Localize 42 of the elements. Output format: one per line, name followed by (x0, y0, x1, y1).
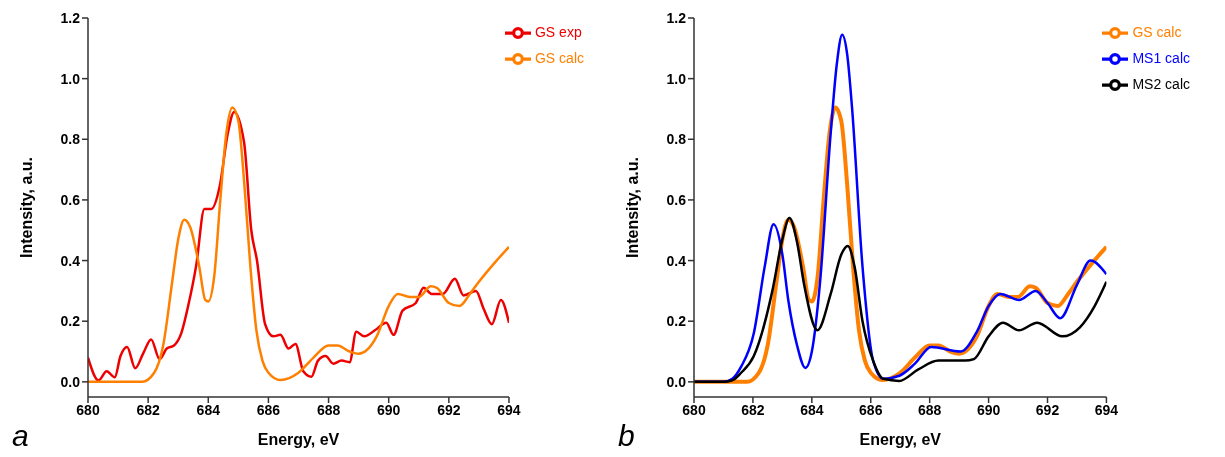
x-tick-label: 688 (316, 401, 341, 418)
y-tick-label: 0.4 (60, 252, 81, 269)
y-tick-label: 0.2 (60, 313, 81, 330)
y-tick-label: 0.6 (60, 191, 81, 208)
y-tick-label: 0.0 (60, 373, 81, 390)
x-tick-label: 692 (1035, 401, 1060, 418)
y-axis-title: Intensity, a.u. (17, 156, 35, 259)
x-tick-label: 686 (859, 401, 883, 418)
x-axis-title: Energy, eV (257, 431, 340, 448)
x-tick-label: 680 (682, 401, 706, 418)
x-tick-label: 682 (741, 401, 765, 418)
x-tick-label: 680 (76, 401, 100, 418)
y-tick-label: 0.0 (666, 373, 687, 390)
x-tick-label: 690 (976, 401, 1001, 418)
line-series (694, 216, 1107, 384)
legend-label: MS2 calc (1132, 75, 1190, 92)
y-axis-title: Intensity, a.u. (623, 156, 641, 259)
x-tick-label: 690 (377, 401, 401, 418)
y-tick-label: 0.8 (60, 131, 81, 148)
legend-label: MS1 calc (1132, 49, 1190, 66)
y-tick-label: 0.6 (666, 191, 687, 208)
x-axis-title: Energy, eV (859, 431, 942, 448)
y-tick-label: 0.2 (666, 313, 687, 330)
x-tick-label: 684 (196, 401, 221, 418)
x-tick-label: 684 (800, 401, 824, 418)
y-tick-label: 0.8 (666, 131, 687, 148)
y-tick-label: 1.2 (666, 9, 687, 26)
text: b (618, 419, 635, 453)
y-tick-label: 1.0 (666, 70, 687, 87)
x-tick-label: 694 (1094, 401, 1119, 418)
x-tick-label: 694 (497, 401, 521, 418)
legend-label: GS calc (534, 49, 584, 66)
y-tick-label: 0.4 (666, 252, 687, 269)
x-tick-label: 692 (437, 401, 461, 418)
legend-label: GS exp (534, 23, 582, 40)
text: a (12, 419, 29, 453)
y-tick-label: 1.2 (60, 9, 81, 26)
x-tick-label: 682 (136, 401, 161, 418)
x-tick-label: 688 (917, 401, 942, 418)
x-tick-label: 686 (256, 401, 281, 418)
legend-label: GS calc (1132, 23, 1182, 40)
y-tick-label: 1.0 (60, 70, 81, 87)
